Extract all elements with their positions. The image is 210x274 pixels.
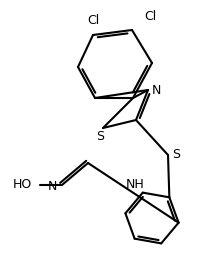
Text: S: S (96, 130, 104, 142)
Text: N: N (151, 84, 161, 96)
Text: S: S (172, 149, 180, 161)
Text: NH: NH (126, 178, 145, 191)
Text: Cl: Cl (87, 15, 99, 27)
Text: HO: HO (13, 178, 32, 192)
Text: Cl: Cl (144, 10, 156, 22)
Text: N: N (48, 179, 57, 193)
